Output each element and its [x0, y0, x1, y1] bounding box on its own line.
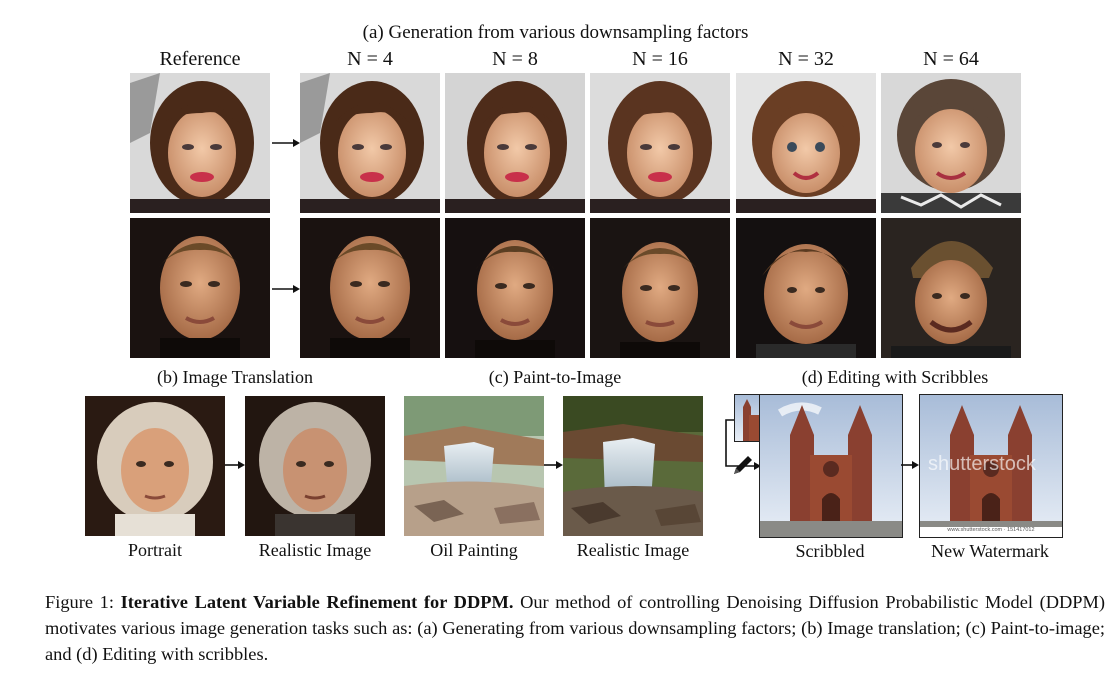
arrow-right-icon	[272, 139, 300, 147]
face-female-n32	[736, 73, 876, 213]
scribbled-cathedral	[759, 394, 903, 538]
section-a-title: (a) Generation from various downsampling…	[362, 22, 749, 43]
arrow-right-icon	[225, 461, 245, 469]
caption-new-watermark: New Watermark	[931, 541, 1049, 561]
arrow-right-icon	[901, 461, 919, 469]
watermark-footer: www.shutterstock.com · 151417012	[947, 527, 1035, 533]
face-female-n64	[881, 73, 1021, 213]
cathedral-new-watermark: shutterstock www.shutterstock.com · 1514…	[919, 394, 1063, 538]
pencil-icon	[734, 456, 752, 474]
waterfall-realistic	[563, 396, 703, 536]
face-female-n16	[590, 73, 730, 213]
column-header-n4: N = 4	[347, 48, 393, 70]
figure-bold-title: Iterative Latent Variable Refinement for…	[120, 592, 514, 612]
portrait-realistic	[245, 396, 385, 536]
section-d-title: (d) Editing with Scribbles	[801, 367, 989, 387]
arrow-right-icon	[544, 461, 563, 469]
watermark-text: shutterstock	[928, 453, 1036, 475]
caption-realistic-image-b: Realistic Image	[258, 540, 372, 560]
column-header-n16: N = 16	[632, 48, 688, 70]
caption-realistic-image-c: Realistic Image	[576, 540, 690, 560]
column-header-reference: Reference	[159, 48, 241, 70]
face-male-n4	[300, 218, 440, 358]
section-b-title: (b) Image Translation	[157, 367, 313, 387]
face-female-n8	[445, 73, 585, 213]
column-header-n64: N = 64	[923, 48, 979, 70]
face-male-n64	[881, 218, 1021, 358]
caption-scribbled: Scribbled	[795, 541, 865, 561]
face-female-reference	[130, 73, 270, 213]
face-female-n4	[300, 73, 440, 213]
face-male-n32	[736, 218, 876, 358]
face-male-reference	[130, 218, 270, 358]
caption-oil-painting: Oil Painting	[430, 540, 518, 560]
column-header-n8: N = 8	[492, 48, 538, 70]
figure-caption-body: Our method of controlling Denoising Diff…	[45, 592, 1105, 664]
section-c-title: (c) Paint-to-Image	[488, 367, 622, 387]
figure-label: Figure 1:	[45, 592, 121, 612]
arrow-right-icon	[272, 285, 300, 293]
figure-caption: Figure 1: Iterative Latent Variable Refi…	[45, 589, 1105, 667]
oil-painting	[404, 396, 544, 536]
caption-portrait: Portrait	[128, 540, 182, 560]
column-header-n32: N = 32	[778, 48, 834, 70]
face-male-n8	[445, 218, 585, 358]
face-male-n16	[590, 218, 730, 358]
portrait-painting	[85, 396, 225, 536]
